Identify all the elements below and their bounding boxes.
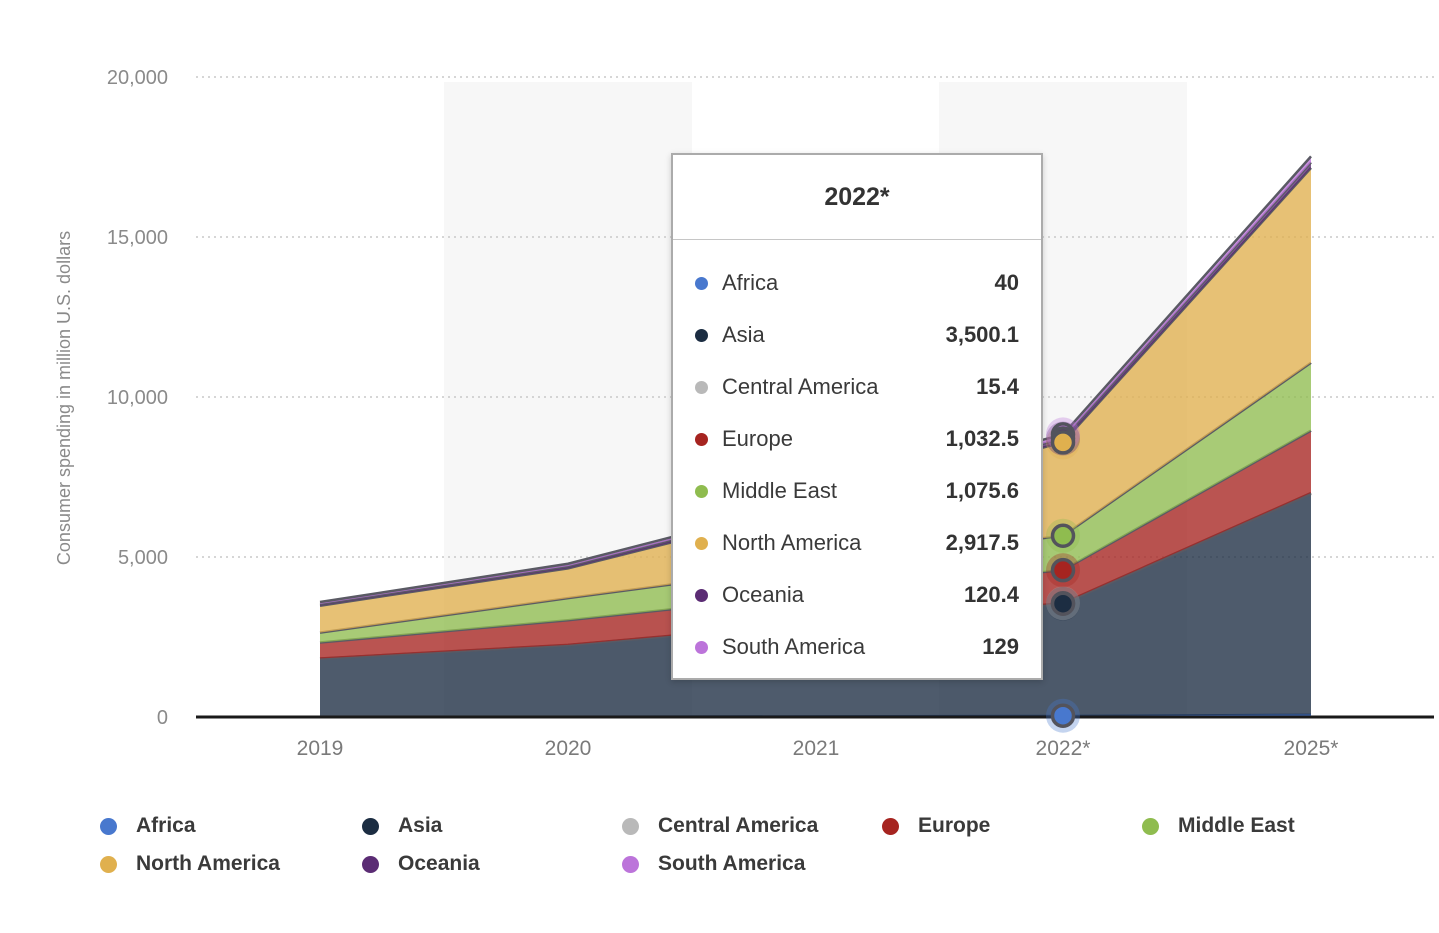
central-america-legend-dot-icon: [622, 817, 639, 835]
tooltip-title: 2022*: [673, 155, 1041, 240]
tooltip-row-value: 1,032.5: [945, 426, 1019, 451]
tooltip-row-value: 40: [994, 270, 1019, 295]
legend-item-europe[interactable]: Europe: [882, 814, 1142, 838]
asia-legend-dot-icon: [362, 817, 379, 835]
legend-label: Oceania: [398, 852, 480, 875]
legend-item-central-america[interactable]: Central America: [622, 814, 882, 838]
y-tick-label: 15,000: [107, 227, 168, 249]
marker-asia[interactable]: [1050, 591, 1076, 616]
x-label-2022: 2022*: [1036, 737, 1091, 760]
y-tick-label: 0: [157, 707, 168, 729]
x-label-2020: 2020: [545, 737, 592, 760]
central-america-dot-icon: [695, 380, 708, 394]
legend-label: Africa: [136, 814, 196, 837]
north-america-legend-dot-icon: [100, 855, 117, 873]
marker-africa[interactable]: [1050, 703, 1076, 728]
tooltip: 2022* Africa 40 Asia 3,500.1 Central America…: [671, 153, 1043, 680]
y-tick-label: 20,000: [107, 67, 168, 89]
tooltip-row-north-america: North America 2,917.5: [695, 517, 1019, 569]
legend-item-asia[interactable]: Asia: [362, 814, 622, 838]
legend: Africa Asia Central America Europe Middle Ea…: [100, 814, 1400, 876]
tooltip-row-oceania: Oceania 120.4: [695, 569, 1019, 621]
x-label-2025: 2025*: [1284, 737, 1339, 760]
tooltip-row-label: Asia: [722, 322, 765, 347]
legend-item-south-america[interactable]: South America: [622, 852, 882, 876]
asia-dot-icon: [695, 328, 708, 342]
y-axis-title: Consumer spending in million U.S. dollar…: [54, 231, 74, 565]
legend-label: North America: [136, 852, 280, 875]
legend-label: Europe: [918, 814, 991, 837]
south-america-dot-icon: [695, 640, 708, 654]
middle-east-dot-icon: [695, 484, 708, 498]
y-tick-label: 10,000: [107, 387, 168, 409]
middle-east-legend-dot-icon: [1142, 817, 1159, 835]
legend-label: Asia: [398, 814, 443, 837]
legend-item-oceania[interactable]: Oceania: [362, 852, 622, 876]
x-label-2021: 2021: [793, 737, 840, 760]
tooltip-row-middle-east: Middle East 1,075.6: [695, 465, 1019, 517]
tooltip-row-value: 3,500.1: [945, 322, 1019, 347]
tooltip-row-asia: Asia 3,500.1: [695, 309, 1019, 361]
tooltip-row-label: South America: [722, 634, 866, 659]
tooltip-row-label: Europe: [722, 426, 793, 451]
area-north-america[interactable]: [320, 167, 1311, 633]
north-america-dot-icon: [695, 536, 708, 550]
tooltip-row-value: 15.4: [976, 374, 1019, 399]
tooltip-row-europe: Europe 1,032.5: [695, 413, 1019, 465]
tooltip-row-label: North America: [722, 530, 862, 555]
marker-north-america[interactable]: [1050, 430, 1076, 455]
tooltip-row-value: 120.4: [963, 582, 1019, 607]
tooltip-row-value: 2,917.5: [945, 530, 1019, 555]
africa-legend-dot-icon: [100, 817, 117, 835]
tooltip-row-value: 129: [982, 634, 1019, 659]
legend-label: Central America: [658, 814, 819, 837]
tooltip-row-label: Central America: [722, 374, 879, 399]
tooltip-row-label: Middle East: [722, 478, 837, 503]
tooltip-rows: Africa 40 Asia 3,500.1 Central America 15.4 Eu…: [673, 240, 1041, 673]
south-america-legend-dot-icon: [622, 855, 639, 873]
europe-legend-dot-icon: [882, 817, 899, 835]
legend-label: Middle East: [1178, 814, 1295, 837]
y-tick-label: 5,000: [118, 547, 168, 569]
tooltip-row-value: 1,075.6: [945, 478, 1019, 503]
marker-middle-east[interactable]: [1050, 523, 1076, 549]
area-asia[interactable]: [320, 493, 1311, 717]
tooltip-row-africa: Africa 40: [695, 257, 1019, 309]
x-label-2019: 2019: [297, 737, 344, 760]
tooltip-row-label: Oceania: [722, 582, 804, 607]
europe-dot-icon: [695, 432, 708, 446]
legend-item-middle-east[interactable]: Middle East: [1142, 814, 1400, 838]
tooltip-row-south-america: South America 129: [695, 621, 1019, 673]
africa-dot-icon: [695, 276, 708, 290]
legend-item-africa[interactable]: Africa: [100, 814, 362, 838]
marker-europe[interactable]: [1050, 557, 1076, 583]
oceania-legend-dot-icon: [362, 855, 379, 873]
tooltip-row-label: Africa: [722, 270, 779, 295]
legend-item-north-america[interactable]: North America: [100, 852, 362, 876]
tooltip-row-central-america: Central America 15.4: [695, 361, 1019, 413]
legend-label: South America: [658, 852, 806, 875]
oceania-dot-icon: [695, 588, 708, 602]
